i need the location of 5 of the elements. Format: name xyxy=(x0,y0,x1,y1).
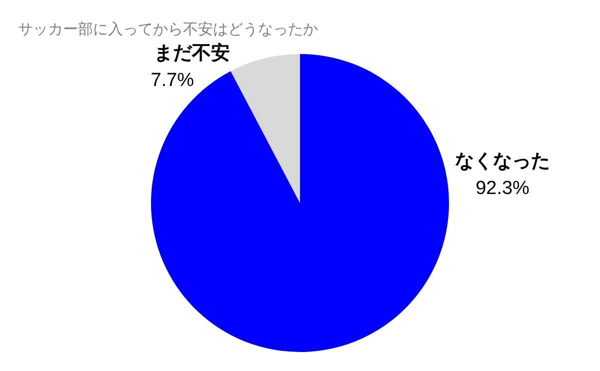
slice-label: まだ不安 xyxy=(154,42,230,64)
data-label: 7.7% xyxy=(150,70,194,92)
chart-title: サッカー部に入ってから不安はどうなったか xyxy=(18,21,318,38)
data-label: 92.3% xyxy=(476,178,530,200)
slice-label: なくなった xyxy=(455,151,550,172)
